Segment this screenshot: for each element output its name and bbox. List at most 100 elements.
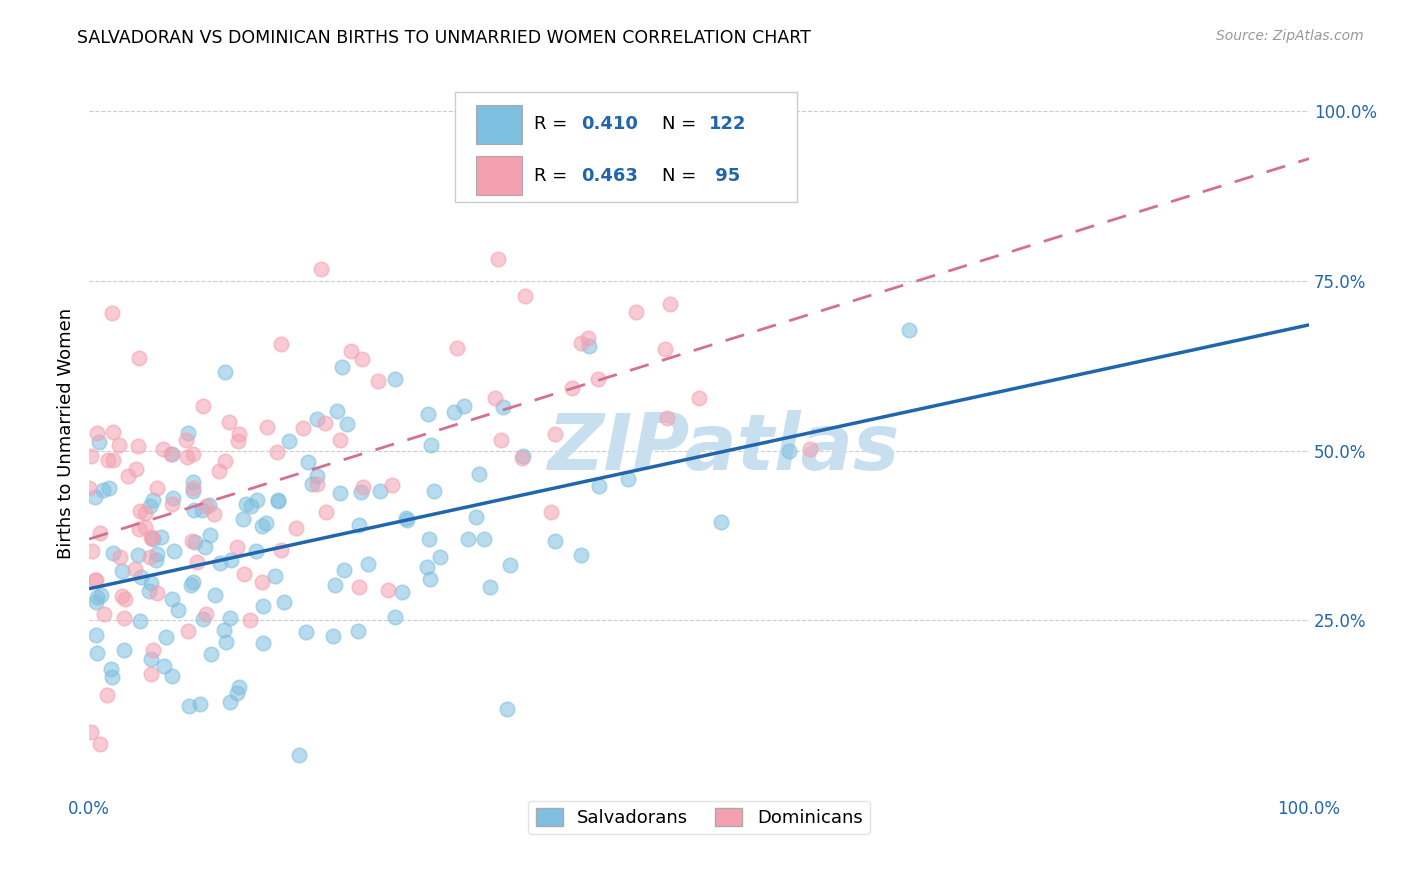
Point: [617, 473, 640, 487]
Point: [215, 635, 238, 649]
Point: [897, 323, 920, 337]
Point: [194, 540, 217, 554]
Point: [624, 304, 647, 318]
Point: [134, 520, 156, 534]
Point: [285, 521, 308, 535]
Point: [489, 433, 512, 447]
Point: [499, 558, 522, 573]
Point: [415, 560, 437, 574]
Text: N =: N =: [662, 115, 703, 133]
Point: [336, 417, 359, 431]
Point: [128, 351, 150, 365]
Point: [264, 569, 287, 583]
Point: [152, 659, 174, 673]
Point: [141, 531, 163, 545]
Point: [101, 453, 124, 467]
Point: [540, 505, 562, 519]
Point: [273, 595, 295, 609]
Point: [180, 577, 202, 591]
Point: [472, 532, 495, 546]
Point: [129, 614, 152, 628]
Point: [128, 522, 150, 536]
Point: [277, 434, 299, 448]
Point: [139, 652, 162, 666]
Point: [181, 533, 204, 548]
Point: [292, 421, 315, 435]
Point: [305, 469, 328, 483]
Point: [352, 480, 374, 494]
FancyBboxPatch shape: [475, 156, 522, 195]
Point: [77, 482, 100, 496]
Point: [145, 586, 167, 600]
Point: [90, 588, 112, 602]
Point: [309, 262, 332, 277]
Point: [419, 572, 441, 586]
Point: [544, 534, 567, 549]
Point: [86, 628, 108, 642]
Point: [202, 508, 225, 522]
Text: R =: R =: [534, 167, 574, 185]
Point: [183, 503, 205, 517]
Point: [395, 513, 418, 527]
Point: [256, 420, 278, 434]
Point: [443, 405, 465, 419]
Point: [82, 544, 104, 558]
Point: [181, 574, 204, 589]
Point: [112, 643, 135, 657]
Point: [323, 578, 346, 592]
Point: [329, 433, 352, 447]
Point: [198, 528, 221, 542]
Text: 95: 95: [709, 167, 740, 185]
Point: [429, 550, 451, 565]
Point: [204, 588, 226, 602]
Point: [100, 670, 122, 684]
Point: [315, 505, 337, 519]
Point: [569, 336, 592, 351]
Point: [543, 427, 565, 442]
Point: [139, 576, 162, 591]
Point: [457, 532, 479, 546]
Point: [141, 666, 163, 681]
Point: [384, 372, 406, 386]
Point: [97, 453, 120, 467]
Point: [254, 516, 277, 531]
Point: [295, 624, 318, 639]
Point: [799, 442, 821, 456]
Point: [340, 344, 363, 359]
Point: [177, 624, 200, 638]
Point: [226, 685, 249, 699]
Point: [239, 613, 262, 627]
Point: [350, 485, 373, 500]
Point: [232, 512, 254, 526]
Point: [464, 509, 486, 524]
Point: [138, 584, 160, 599]
Point: [117, 468, 139, 483]
Point: [350, 351, 373, 366]
Point: [250, 518, 273, 533]
Text: 122: 122: [709, 115, 747, 133]
Point: [305, 477, 328, 491]
Point: [370, 483, 392, 498]
Point: [129, 570, 152, 584]
Point: [226, 434, 249, 448]
Text: ZIPatlas: ZIPatlas: [547, 410, 900, 486]
Point: [252, 575, 274, 590]
Point: [212, 623, 235, 637]
Point: [163, 544, 186, 558]
Point: [142, 492, 165, 507]
Point: [112, 611, 135, 625]
Point: [710, 516, 733, 530]
Point: [84, 573, 107, 587]
Point: [162, 592, 184, 607]
Point: [266, 445, 288, 459]
Point: [270, 337, 292, 351]
Point: [150, 530, 173, 544]
Text: R =: R =: [534, 115, 574, 133]
Point: [146, 482, 169, 496]
Point: [191, 503, 214, 517]
Text: 0.410: 0.410: [581, 115, 637, 133]
Point: [512, 450, 534, 464]
Point: [111, 564, 134, 578]
Point: [778, 444, 800, 458]
Point: [395, 511, 418, 525]
